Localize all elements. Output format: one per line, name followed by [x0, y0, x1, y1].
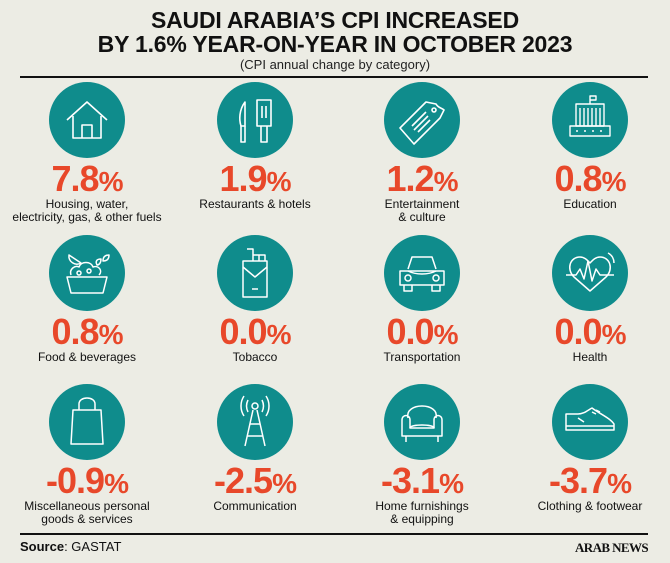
- category-label: Food & beverages: [37, 350, 137, 364]
- arab-news-logo: ARAB NEWS: [575, 540, 649, 555]
- category-label: Restaurants & hotels: [199, 197, 311, 211]
- category-value: 0.0%: [386, 311, 459, 352]
- category-label: Miscellaneous personal goods & services: [24, 499, 150, 526]
- category-label: Transportation: [383, 350, 461, 364]
- category-label: Communication: [213, 499, 297, 513]
- shoe-icon: [552, 384, 628, 460]
- knife-spatula-icon: [217, 82, 293, 158]
- category-value: -3.1%: [381, 460, 464, 501]
- shopping-bag-icon: [49, 384, 125, 460]
- subtitle: (CPI annual change by category): [239, 57, 431, 72]
- armchair-icon: [384, 384, 460, 460]
- title-line-2: BY 1.6% YEAR-ON-YEAR IN OCTOBER 2023: [97, 31, 573, 57]
- food-bowl-icon: [49, 235, 125, 311]
- top-divider: [20, 76, 648, 78]
- category-value: -0.9%: [46, 460, 129, 501]
- category-label: Clothing & footwear: [537, 499, 643, 513]
- source-note: Source: GASTAT: [20, 539, 122, 554]
- category-value: 1.9%: [219, 158, 292, 199]
- heart-pulse-icon: [552, 235, 628, 311]
- ticket-tag-icon: [384, 82, 460, 158]
- cigarette-pack-icon: [217, 235, 293, 311]
- category-value: 0.0%: [554, 311, 627, 352]
- category-label: Home furnishings & equipping: [375, 499, 469, 526]
- category-value: -3.7%: [549, 460, 632, 501]
- category-value: 0.0%: [219, 311, 292, 352]
- category-label: Entertainment & culture: [384, 197, 460, 224]
- category-value: 0.8%: [554, 158, 627, 199]
- category-label: Tobacco: [232, 350, 278, 364]
- category-value: 0.8%: [51, 311, 124, 352]
- category-value: -2.5%: [214, 460, 297, 501]
- school-building-icon: [552, 82, 628, 158]
- category-value: 1.2%: [386, 158, 459, 199]
- house-icon: [49, 82, 125, 158]
- category-label: Housing, water, electricity, gas, & other…: [12, 197, 162, 224]
- antenna-tower-icon: [217, 384, 293, 460]
- title-line-1: SAUDI ARABIA’S CPI INCREASED: [151, 7, 519, 33]
- category-label: Education: [563, 197, 617, 211]
- category-label: Health: [572, 350, 608, 364]
- bottom-divider: [20, 533, 648, 535]
- category-value: 7.8%: [51, 158, 124, 199]
- car-icon: [384, 235, 460, 311]
